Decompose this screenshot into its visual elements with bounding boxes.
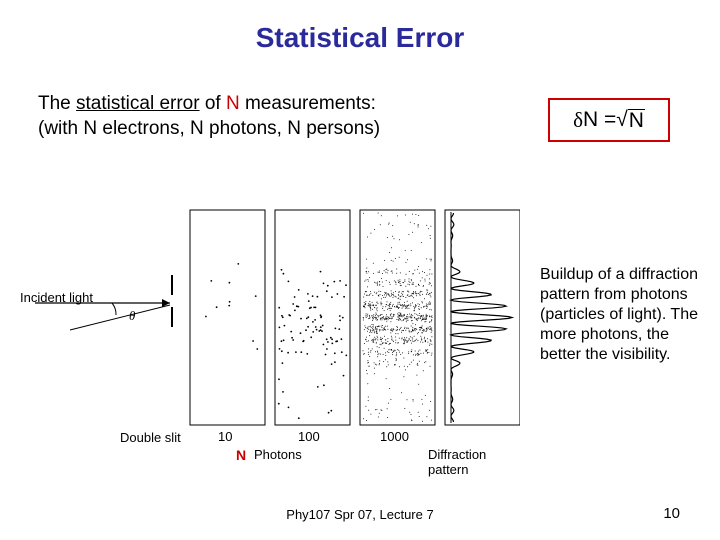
photons-label: Photons <box>254 447 302 462</box>
diagram-region: Incident light θ Double slit N Photons D… <box>20 195 520 475</box>
slide-title: Statistical Error <box>0 22 720 54</box>
panel-label-1000: 1000 <box>380 429 409 444</box>
panel-label-100: 100 <box>298 429 320 444</box>
intro-pre: The <box>38 93 76 114</box>
diagram-svg <box>20 195 520 475</box>
intro-mid-b: measurements: <box>240 93 376 114</box>
intro-text: The statistical error of N measurements:… <box>38 92 458 141</box>
footer-text: Phy107 Spr 07, Lecture 7 <box>0 507 720 522</box>
formula-box: δN = √N <box>548 98 670 142</box>
diffraction-caption: Buildup of a diffraction pattern from ph… <box>540 265 700 365</box>
panel-label-10: 10 <box>218 429 232 444</box>
double-slit-label: Double slit <box>120 430 181 445</box>
intro-underlined: statistical error <box>76 93 200 114</box>
formula-radical: √ <box>616 108 628 132</box>
incident-light-label: Incident light <box>20 290 93 305</box>
intro-N: N <box>226 93 240 114</box>
intro-line2: (with N electrons, N photons, N persons) <box>38 118 380 139</box>
theta-label: θ <box>129 308 135 324</box>
formula-radicand: N <box>628 109 645 131</box>
formula-delta: δ <box>573 108 583 133</box>
formula-lhs: N = <box>583 108 616 132</box>
n-label: N <box>236 447 246 463</box>
page-number: 10 <box>663 505 680 522</box>
intro-mid-a: of <box>200 93 226 114</box>
diffraction-pattern-label: Diffraction pattern <box>428 447 520 477</box>
